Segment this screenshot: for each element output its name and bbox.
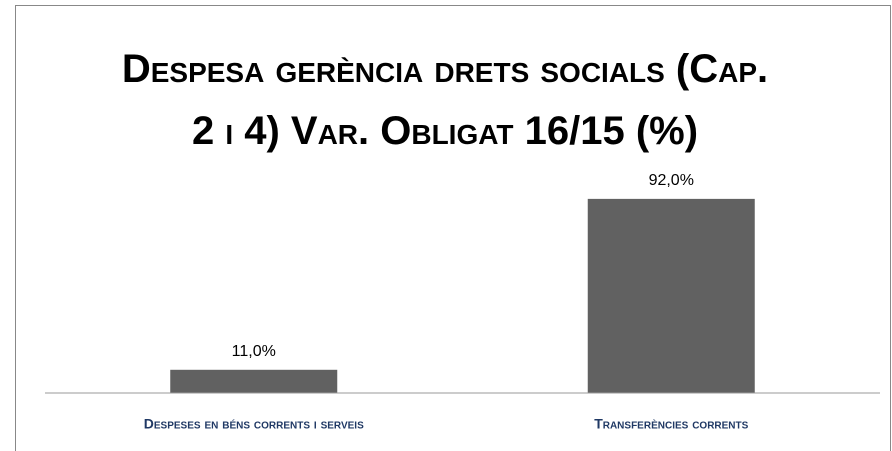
x-tick-label: Transferències corrents	[594, 416, 748, 432]
bar	[170, 369, 338, 393]
data-label: 92,0%	[649, 172, 694, 189]
chart-frame	[15, 5, 891, 451]
x-tick-label: Despeses en béns corrents i serveis	[144, 416, 364, 432]
bar	[587, 198, 755, 393]
chart-title: Despesa gerència drets socials (Cap. 2 i…	[121, 47, 769, 153]
data-label: 11,0%	[232, 343, 276, 360]
